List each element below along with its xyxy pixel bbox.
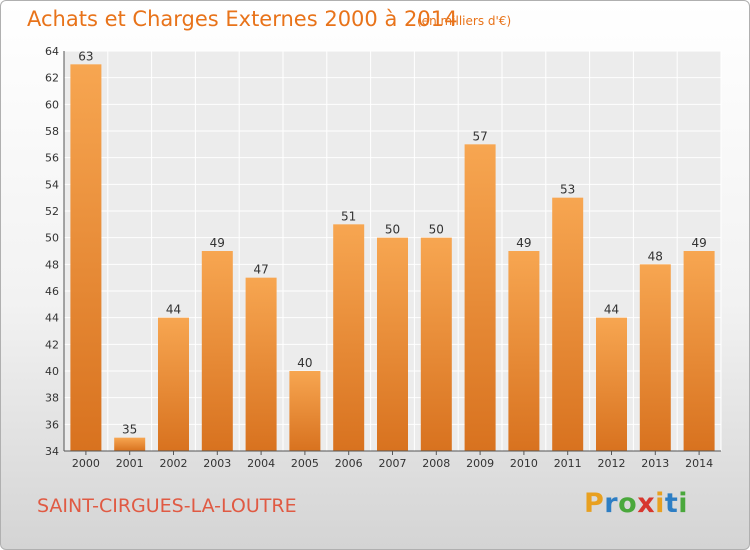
x-tick-label: 2006 [335, 457, 363, 470]
y-tick-label: 54 [45, 178, 59, 191]
bar [596, 317, 627, 451]
x-tick-label: 2008 [422, 457, 450, 470]
y-tick-label: 50 [45, 232, 59, 245]
y-tick-label: 46 [45, 285, 59, 298]
y-tick-label: 38 [45, 392, 59, 405]
x-tick-label: 2014 [685, 457, 713, 470]
y-tick-label: 36 [45, 418, 59, 431]
x-tick-label: 2002 [160, 457, 188, 470]
y-tick-label: 62 [45, 72, 59, 85]
bar [201, 251, 233, 451]
x-tick-label: 2007 [379, 457, 407, 470]
commune-name: SAINT-CIRGUES-LA-LOUTRE [37, 495, 297, 517]
y-tick-label: 58 [45, 125, 59, 138]
bar [289, 371, 321, 451]
x-tick-label: 2004 [247, 457, 275, 470]
x-tick-label: 2005 [291, 457, 319, 470]
x-tick-label: 2009 [466, 457, 494, 470]
y-tick-label: 44 [45, 312, 59, 325]
bar [158, 317, 189, 451]
x-tick-label: 2012 [598, 457, 626, 470]
data-label: 63 [78, 49, 93, 63]
data-label: 49 [210, 236, 225, 250]
y-tick-label: 56 [45, 152, 59, 165]
data-label: 44 [166, 303, 181, 317]
data-label: 48 [648, 249, 663, 263]
bar [683, 251, 715, 451]
axes: 34 36 38 40 42 44 46 48 50 52 54 56 58 60 62 64 2000 2001… [45, 45, 721, 470]
chart-title: Achats et Charges Externes 2000 à 2014 [27, 7, 458, 31]
y-tick-label: 48 [45, 258, 59, 271]
bar [70, 64, 102, 452]
y-tick-label: 42 [45, 338, 59, 351]
bar [245, 277, 277, 451]
bar [508, 251, 540, 451]
bar [639, 264, 671, 451]
y-tick-label: 34 [45, 445, 59, 458]
y-tick-label: 40 [45, 365, 59, 378]
data-label: 44 [604, 303, 619, 317]
data-label: 47 [253, 263, 268, 277]
bar [114, 437, 146, 451]
data-label: 53 [560, 183, 575, 197]
bars: 63 35 44 49 47 40 51 50 50 57 49 53 44 48 49 [70, 49, 715, 452]
x-tick-label: 2001 [116, 457, 144, 470]
bar [420, 237, 452, 451]
data-label: 49 [516, 236, 531, 250]
bar [552, 197, 584, 451]
proxiti-logo[interactable]: Proxiti [584, 488, 689, 519]
data-label: 40 [297, 356, 312, 370]
y-tick-label: 60 [45, 98, 59, 111]
data-label: 35 [122, 423, 137, 437]
data-label: 50 [385, 223, 400, 237]
data-label: 49 [691, 236, 706, 250]
data-label: 50 [429, 223, 444, 237]
y-tick-label: 64 [45, 45, 59, 58]
x-tick-label: 2000 [72, 457, 100, 470]
x-tick-label: 2013 [641, 457, 669, 470]
data-label: 51 [341, 209, 356, 223]
data-label: 57 [472, 129, 487, 143]
y-tick-label: 52 [45, 205, 59, 218]
x-tick-label: 2010 [510, 457, 538, 470]
bar [377, 237, 408, 451]
bar [333, 224, 365, 451]
x-tick-label: 2011 [554, 457, 582, 470]
bar [464, 144, 496, 452]
unit-note: (en milliers d'€) [417, 14, 512, 28]
x-tick-label: 2003 [203, 457, 231, 470]
